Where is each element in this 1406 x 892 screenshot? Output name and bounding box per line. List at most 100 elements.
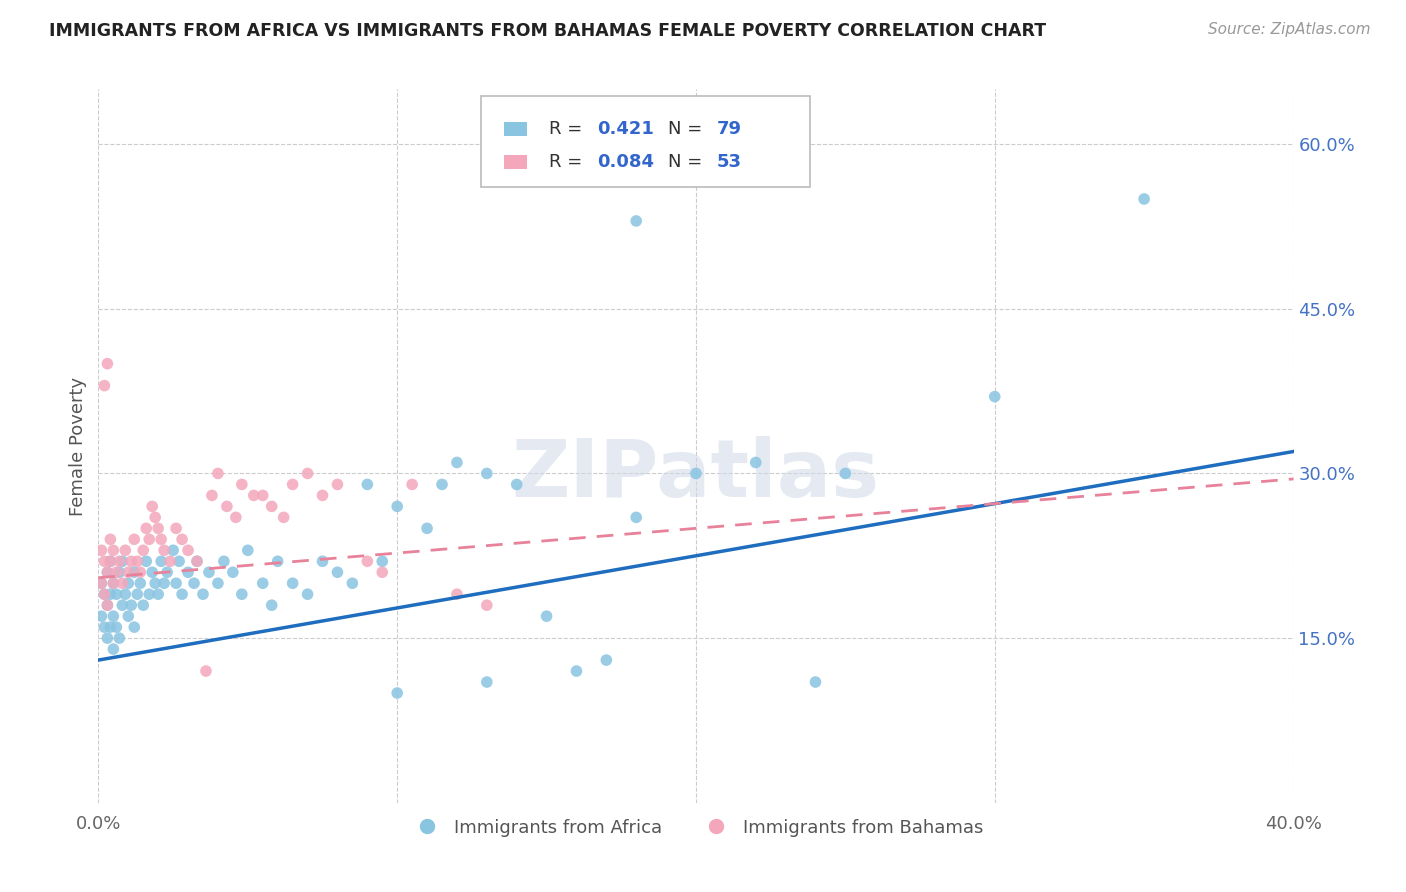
Point [626, 214, 648, 228]
Point [93, 587, 115, 601]
Point [96, 566, 118, 580]
Point [195, 664, 218, 678]
Text: R =: R = [548, 120, 588, 137]
Point [685, 467, 707, 481]
Legend: Immigrants from Africa, Immigrants from Bahamas: Immigrants from Africa, Immigrants from … [401, 812, 991, 844]
Point [90, 609, 112, 624]
Text: N =: N = [668, 153, 709, 171]
Text: 53: 53 [716, 153, 741, 171]
Point [401, 477, 423, 491]
Point [150, 533, 173, 547]
Point [120, 554, 142, 568]
Point [96, 357, 118, 371]
Point [90, 543, 112, 558]
Point [162, 543, 184, 558]
Point [105, 566, 128, 580]
Point [385, 686, 409, 700]
Point [326, 477, 349, 491]
Point [111, 576, 134, 591]
Point [138, 533, 160, 547]
Point [132, 543, 155, 558]
Point [153, 576, 176, 591]
Text: IMMIGRANTS FROM AFRICA VS IMMIGRANTS FROM BAHAMAS FEMALE POVERTY CORRELATION CHA: IMMIGRANTS FROM AFRICA VS IMMIGRANTS FRO… [49, 22, 1046, 40]
Point [114, 543, 136, 558]
Point [201, 488, 224, 502]
Point [90, 576, 112, 591]
Text: ZIPatlas: ZIPatlas [512, 435, 880, 514]
Point [804, 675, 827, 690]
Point [114, 587, 136, 601]
Point [93, 620, 115, 634]
Point [273, 510, 295, 524]
Point [148, 521, 170, 535]
Point [595, 653, 617, 667]
Y-axis label: Female Poverty: Female Poverty [69, 376, 87, 516]
Point [186, 554, 208, 568]
Point [90, 576, 112, 591]
Point [93, 554, 115, 568]
Point [98, 554, 122, 568]
Point [207, 467, 229, 481]
Point [371, 554, 394, 568]
Point [356, 554, 378, 568]
Point [111, 598, 134, 612]
Point [129, 576, 152, 591]
Point [129, 566, 152, 580]
Point [984, 390, 1007, 404]
Point [430, 477, 453, 491]
Point [135, 521, 157, 535]
Point [231, 477, 253, 491]
Text: N =: N = [668, 120, 709, 137]
Point [141, 566, 163, 580]
Point [103, 543, 125, 558]
Point [281, 576, 304, 591]
Point [135, 554, 157, 568]
Point [141, 500, 163, 514]
Text: 0.084: 0.084 [596, 153, 654, 171]
Point [167, 554, 190, 568]
Point [183, 576, 205, 591]
Point [127, 554, 149, 568]
Point [143, 576, 166, 591]
Point [243, 488, 266, 502]
Point [98, 620, 122, 634]
Point [103, 642, 125, 657]
Text: 0.421: 0.421 [596, 120, 654, 137]
Point [93, 587, 115, 601]
Point [132, 598, 155, 612]
Point [96, 598, 118, 612]
Point [159, 554, 181, 568]
Point [96, 598, 118, 612]
Point [117, 576, 139, 591]
Point [124, 620, 146, 634]
FancyBboxPatch shape [503, 121, 527, 136]
Point [105, 620, 128, 634]
Point [356, 477, 378, 491]
Point [475, 467, 498, 481]
Point [342, 576, 364, 591]
Point [177, 543, 200, 558]
Point [108, 554, 131, 568]
Point [626, 510, 648, 524]
Point [207, 576, 229, 591]
FancyBboxPatch shape [503, 155, 527, 169]
Point [252, 488, 274, 502]
Point [311, 488, 333, 502]
Point [198, 566, 221, 580]
Point [153, 543, 176, 558]
Point [1133, 192, 1156, 206]
Point [138, 587, 160, 601]
Point [326, 566, 349, 580]
Point [385, 500, 409, 514]
Point [225, 510, 247, 524]
Point [103, 609, 125, 624]
Point [260, 500, 283, 514]
Point [124, 566, 146, 580]
Point [475, 598, 498, 612]
Point [222, 566, 245, 580]
Point [117, 609, 139, 624]
Point [127, 587, 149, 601]
Point [236, 543, 259, 558]
Point [281, 477, 304, 491]
Point [215, 500, 238, 514]
